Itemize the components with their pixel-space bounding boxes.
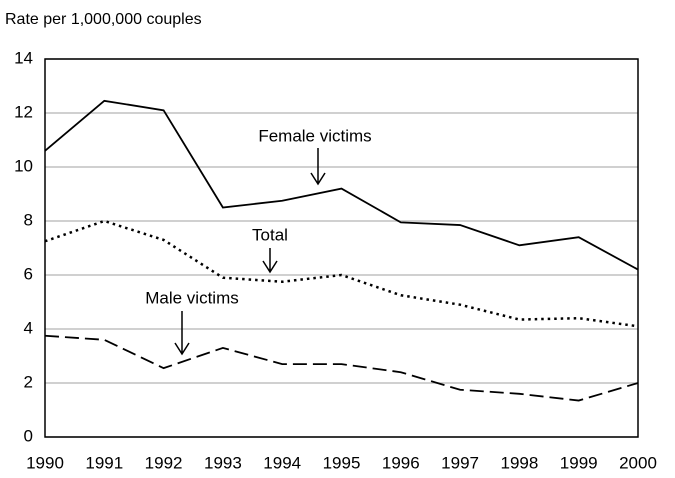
- annotation: Female victims: [258, 126, 371, 145]
- y-tick-label: 4: [24, 318, 33, 337]
- y-tick-label: 14: [14, 48, 33, 67]
- y-tick-label: 0: [24, 426, 33, 445]
- x-tick-label: 1998: [500, 453, 538, 472]
- line: [44, 219, 639, 328]
- y-tick-label: 2: [24, 372, 33, 391]
- x-tick-label: 1997: [441, 453, 479, 472]
- x-tick-label: 1993: [204, 453, 242, 472]
- annotation: Total: [252, 225, 288, 244]
- plot-frame: [44, 58, 639, 438]
- annotation: Male victims: [145, 288, 239, 307]
- x-tick-label: 1991: [85, 453, 123, 472]
- arrows: [174, 148, 326, 356]
- line: [44, 334, 639, 402]
- lines: [44, 99, 639, 402]
- x-tick-label: 1996: [382, 453, 420, 472]
- y-tick-label: 8: [24, 210, 33, 229]
- grid: [45, 58, 638, 438]
- arrow: [262, 248, 278, 274]
- x-tick-label: 1992: [145, 453, 183, 472]
- x-tick-label: 1999: [560, 453, 598, 472]
- line: [44, 99, 639, 271]
- y-axis-label: Rate per 1,000,000 couples: [5, 11, 202, 28]
- y-tick-label: 10: [14, 156, 33, 175]
- arrow: [310, 148, 326, 186]
- x-tick-label: 1990: [26, 453, 64, 472]
- x-tick-label: 1995: [323, 453, 361, 472]
- y-tick-label: 6: [24, 264, 33, 283]
- label-background: [245, 226, 297, 246]
- y-tick-label: 12: [14, 102, 33, 121]
- arrow: [174, 311, 190, 356]
- x-tick-label: 2000: [619, 453, 657, 472]
- x-tick-label: 1994: [263, 453, 301, 472]
